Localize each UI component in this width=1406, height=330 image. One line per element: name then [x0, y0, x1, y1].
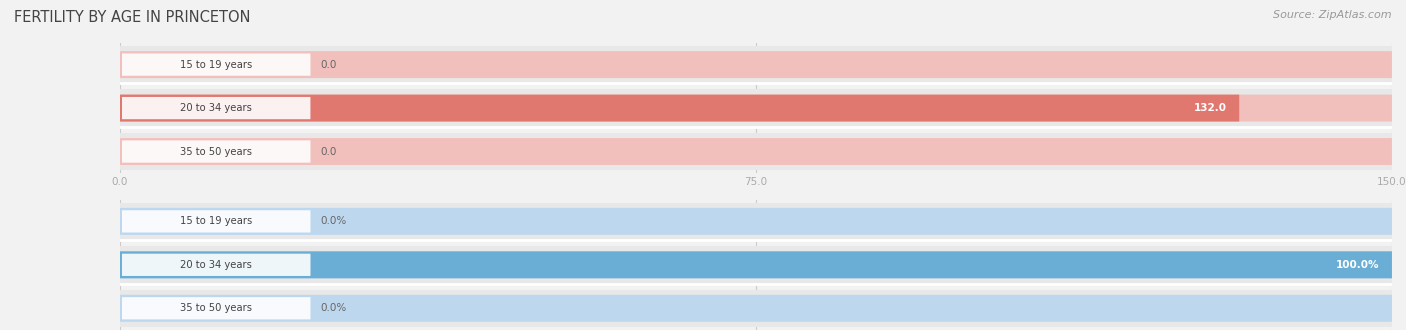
FancyBboxPatch shape — [120, 133, 1392, 170]
Text: 15 to 19 years: 15 to 19 years — [180, 216, 252, 226]
FancyBboxPatch shape — [120, 203, 1392, 240]
FancyBboxPatch shape — [120, 51, 1392, 78]
Text: 20 to 34 years: 20 to 34 years — [180, 103, 252, 113]
Text: 0.0%: 0.0% — [321, 303, 347, 313]
FancyBboxPatch shape — [120, 89, 1392, 127]
FancyBboxPatch shape — [122, 210, 311, 233]
FancyBboxPatch shape — [122, 297, 311, 319]
FancyBboxPatch shape — [122, 97, 311, 119]
Text: 0.0%: 0.0% — [321, 216, 347, 226]
FancyBboxPatch shape — [120, 251, 1392, 278]
Text: 15 to 19 years: 15 to 19 years — [180, 60, 252, 70]
FancyBboxPatch shape — [122, 53, 311, 76]
Text: 35 to 50 years: 35 to 50 years — [180, 303, 252, 313]
FancyBboxPatch shape — [120, 95, 1392, 121]
Text: Source: ZipAtlas.com: Source: ZipAtlas.com — [1274, 10, 1392, 20]
FancyBboxPatch shape — [120, 138, 1392, 165]
FancyBboxPatch shape — [120, 246, 1392, 283]
Text: 35 to 50 years: 35 to 50 years — [180, 147, 252, 156]
Text: 20 to 34 years: 20 to 34 years — [180, 260, 252, 270]
Text: 132.0: 132.0 — [1194, 103, 1226, 113]
FancyBboxPatch shape — [122, 254, 311, 276]
FancyBboxPatch shape — [120, 208, 1392, 235]
FancyBboxPatch shape — [120, 46, 1392, 83]
FancyBboxPatch shape — [120, 251, 1392, 278]
FancyBboxPatch shape — [120, 290, 1392, 327]
FancyBboxPatch shape — [122, 140, 311, 163]
FancyBboxPatch shape — [120, 295, 1392, 322]
Text: FERTILITY BY AGE IN PRINCETON: FERTILITY BY AGE IN PRINCETON — [14, 10, 250, 25]
Text: 0.0: 0.0 — [321, 60, 337, 70]
Text: 0.0: 0.0 — [321, 147, 337, 156]
Text: 100.0%: 100.0% — [1336, 260, 1379, 270]
FancyBboxPatch shape — [120, 95, 1239, 121]
